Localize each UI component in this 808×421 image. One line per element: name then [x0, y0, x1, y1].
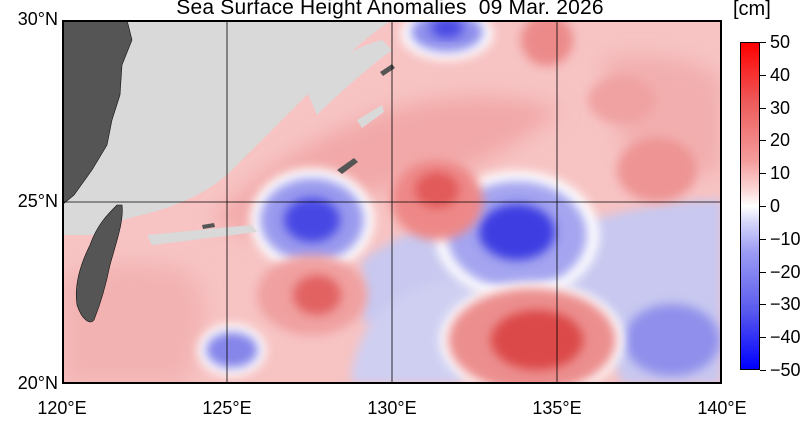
- lat-label: 25°N: [17, 191, 58, 211]
- colorbar-gradient: [741, 43, 759, 369]
- ssh-anomaly-map: [62, 20, 722, 384]
- colorbar-tick: [760, 238, 766, 240]
- colorbar-label: −30: [770, 294, 801, 315]
- colorbar-label: −20: [770, 261, 801, 282]
- colorbar-label: −40: [770, 327, 801, 348]
- colorbar-tick: [760, 370, 766, 371]
- colorbar-tick: [760, 304, 766, 306]
- colorbar-tick: [760, 42, 766, 43]
- colorbar-tick: [760, 74, 766, 76]
- colorbar-label: 50: [770, 32, 791, 52]
- lon-label: 140°E: [697, 398, 747, 418]
- cold-eddy-5: [624, 304, 720, 376]
- china-coast: [62, 20, 133, 206]
- colorbar-unit: [cm]: [733, 0, 771, 20]
- colorbar-label: 30: [770, 97, 791, 118]
- colorbar-tick: [760, 140, 766, 142]
- lon-label: 120°E: [37, 398, 87, 418]
- gridlines: [62, 20, 722, 384]
- land: [62, 20, 395, 323]
- lon-label: 130°E: [367, 398, 417, 418]
- colorbar-label: −10: [770, 228, 801, 249]
- lon-label: 125°E: [202, 398, 252, 418]
- colorbar-tick: [760, 173, 766, 175]
- cold-eddy-4: [206, 332, 258, 368]
- amami-island: [380, 64, 395, 76]
- colorbar-tick: [760, 206, 766, 207]
- lat-label: 20°N: [17, 373, 58, 393]
- lon-label: 135°E: [532, 398, 582, 418]
- colorbar-label: 20: [770, 130, 791, 151]
- colorbar-label: 0: [770, 196, 781, 216]
- colorbar-label: 10: [770, 163, 791, 184]
- colorbar-label: 40: [770, 64, 791, 85]
- colorbar-label: −50: [770, 360, 801, 380]
- lat-label: 30°N: [17, 9, 58, 29]
- taiwan: [75, 204, 123, 323]
- warm-eddy-6: [588, 76, 656, 124]
- colorbar: [740, 42, 760, 370]
- yaeyama-island: [202, 223, 215, 229]
- colorbar-tick: [760, 107, 766, 109]
- map-title: Sea Surface Height Anomalies 09 Mar. 202…: [176, 0, 604, 19]
- okinawa-island: [337, 158, 358, 174]
- eddies: [198, 20, 720, 384]
- colorbar-tick: [760, 337, 766, 339]
- colorbar-tick: [760, 271, 766, 273]
- warm-eddy-5: [617, 138, 697, 202]
- warm-eddy-4: [521, 20, 573, 66]
